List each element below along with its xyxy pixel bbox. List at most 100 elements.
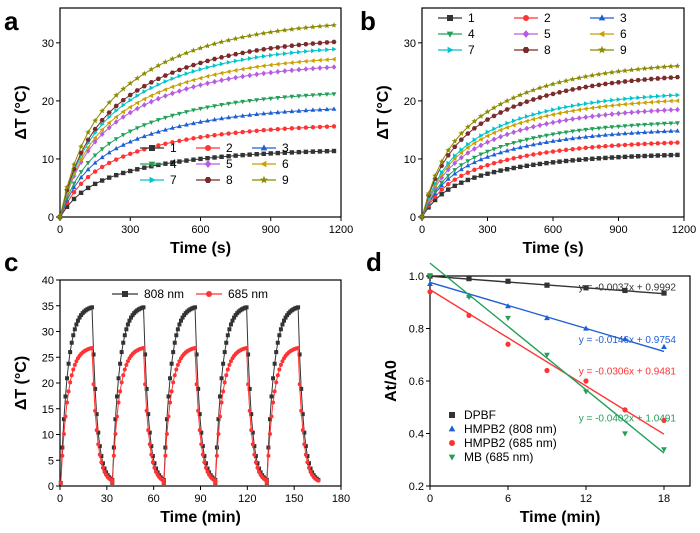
- data-point: [589, 72, 596, 78]
- data-point: [485, 117, 490, 122]
- data-point: [91, 352, 96, 357]
- x-tick-label: 60: [148, 493, 160, 505]
- data-point: [331, 148, 337, 154]
- data-point: [212, 155, 217, 160]
- data-point: [316, 478, 321, 483]
- data-point: [99, 164, 105, 170]
- x-tick-label: 300: [478, 224, 496, 236]
- data-point: [92, 138, 98, 145]
- data-point: [191, 136, 196, 141]
- data-point: [177, 138, 182, 144]
- data-point: [537, 161, 543, 167]
- data-point: [675, 140, 680, 145]
- series-line: [59, 48, 335, 218]
- data-point: [230, 318, 235, 323]
- data-point: [261, 97, 267, 102]
- x-tick-label: 6: [505, 493, 511, 505]
- data-point: [85, 166, 91, 172]
- data-point: [272, 389, 277, 394]
- data-point: [99, 131, 105, 137]
- data-point: [459, 180, 464, 185]
- data-point: [261, 63, 266, 69]
- data-point: [184, 86, 189, 92]
- data-point: [576, 74, 583, 81]
- data-point: [629, 142, 634, 147]
- data-point: [674, 75, 680, 80]
- data-point: [661, 447, 667, 453]
- series-line: [421, 65, 678, 218]
- data-point: [283, 315, 288, 320]
- data-point: [537, 140, 543, 146]
- data-point: [176, 52, 183, 59]
- data-point: [71, 196, 77, 202]
- data-point: [240, 73, 246, 80]
- data-point: [233, 130, 238, 135]
- data-point: [306, 465, 311, 470]
- x-tick-label: 150: [285, 493, 303, 505]
- legend-marker: [598, 30, 605, 38]
- data-point: [71, 171, 76, 177]
- data-point: [164, 431, 169, 436]
- data-point: [675, 128, 680, 133]
- data-point: [127, 129, 133, 134]
- data-point: [648, 64, 655, 71]
- legend-marker: [204, 160, 212, 168]
- data-point: [169, 70, 175, 75]
- data-point: [120, 109, 125, 115]
- legend-marker: [148, 161, 156, 168]
- data-point: [317, 124, 323, 130]
- data-point: [121, 170, 126, 176]
- data-point: [152, 465, 157, 470]
- series-1: [57, 148, 337, 220]
- data-point: [211, 40, 218, 47]
- data-point: [169, 84, 175, 90]
- data-point: [517, 120, 522, 126]
- data-point: [511, 129, 517, 136]
- legend-label: HMPB2 (808 nm): [464, 422, 557, 436]
- data-point: [458, 130, 465, 136]
- data-point: [544, 108, 550, 114]
- data-point: [218, 414, 223, 419]
- data-point: [661, 417, 667, 423]
- data-point: [491, 160, 497, 166]
- data-point: [161, 480, 166, 485]
- series-line: [59, 125, 335, 218]
- panel-letter-a: a: [4, 6, 19, 36]
- data-point: [247, 56, 253, 61]
- data-point: [557, 105, 563, 111]
- legend-marker: [449, 440, 455, 446]
- data-point: [517, 127, 523, 134]
- data-point: [304, 49, 309, 54]
- y-tick-label: 10: [404, 154, 416, 166]
- data-point: [222, 380, 227, 385]
- data-point: [268, 62, 273, 68]
- data-point: [144, 408, 149, 413]
- data-point: [267, 431, 272, 436]
- data-point: [622, 67, 628, 74]
- data-point: [289, 67, 295, 74]
- data-point: [120, 85, 127, 92]
- data-point: [446, 160, 451, 166]
- data-point: [183, 65, 189, 70]
- legend-label: HMPB2 (685 nm): [464, 436, 557, 450]
- legend-label: 808 nm: [144, 287, 184, 301]
- data-point: [156, 162, 161, 168]
- series-808-nm: [58, 305, 321, 485]
- data-point: [78, 174, 84, 180]
- data-point: [244, 346, 249, 351]
- data-point: [609, 80, 615, 86]
- data-point: [303, 444, 308, 449]
- data-point: [544, 120, 549, 127]
- data-point: [275, 45, 281, 50]
- data-point: [274, 28, 281, 34]
- data-point: [596, 126, 602, 131]
- data-point: [662, 140, 667, 146]
- data-point: [120, 133, 126, 138]
- data-point: [106, 120, 111, 126]
- legend-label: DPBF: [464, 408, 496, 422]
- data-point: [504, 143, 510, 148]
- data-point: [204, 42, 211, 49]
- data-point: [590, 145, 595, 150]
- data-point: [180, 315, 185, 320]
- data-point: [174, 367, 179, 372]
